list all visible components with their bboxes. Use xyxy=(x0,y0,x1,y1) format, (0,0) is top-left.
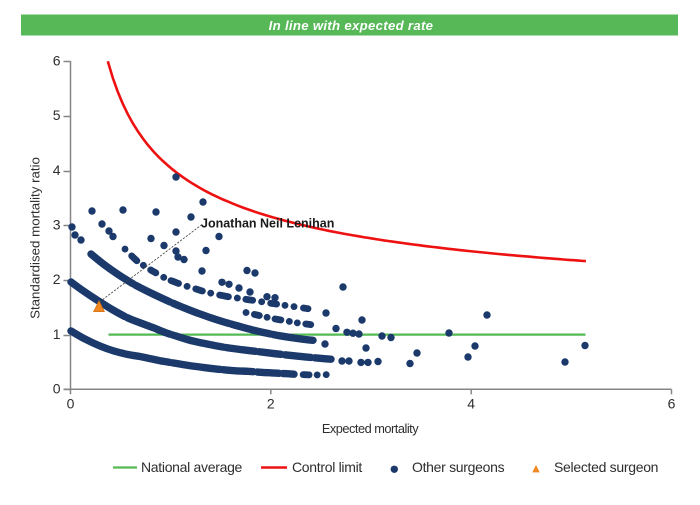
svg-text:2: 2 xyxy=(53,271,61,287)
svg-text:Selected surgeon: Selected surgeon xyxy=(554,459,658,475)
svg-text:2: 2 xyxy=(267,396,275,412)
svg-text:Control limit: Control limit xyxy=(292,459,362,475)
svg-text:6: 6 xyxy=(668,396,676,412)
svg-text:4: 4 xyxy=(53,162,61,178)
svg-text:Jonathan Neil Lenihan: Jonathan Neil Lenihan xyxy=(201,217,334,231)
svg-text:Other surgeons: Other surgeons xyxy=(412,459,505,475)
svg-text:Standardised mortality ratio: Standardised mortality ratio xyxy=(28,157,43,319)
svg-text:1: 1 xyxy=(53,326,61,342)
svg-text:Expected mortality: Expected mortality xyxy=(322,421,419,436)
svg-text:0: 0 xyxy=(53,381,61,397)
svg-text:3: 3 xyxy=(53,217,61,233)
svg-text:In line with expected rate: In line with expected rate xyxy=(269,18,434,33)
svg-text:4: 4 xyxy=(467,396,475,412)
svg-text:5: 5 xyxy=(53,107,61,123)
svg-text:6: 6 xyxy=(53,53,61,69)
svg-text:0: 0 xyxy=(67,396,75,412)
svg-text:National average: National average xyxy=(141,459,243,475)
